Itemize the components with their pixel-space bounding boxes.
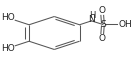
Text: O: O: [99, 6, 106, 15]
Text: N: N: [89, 15, 95, 24]
Text: O: O: [99, 34, 106, 43]
Text: HO: HO: [1, 13, 15, 23]
Text: S: S: [100, 20, 106, 29]
Text: OH: OH: [119, 20, 133, 29]
Text: H: H: [89, 11, 95, 20]
Text: HO: HO: [1, 43, 15, 53]
